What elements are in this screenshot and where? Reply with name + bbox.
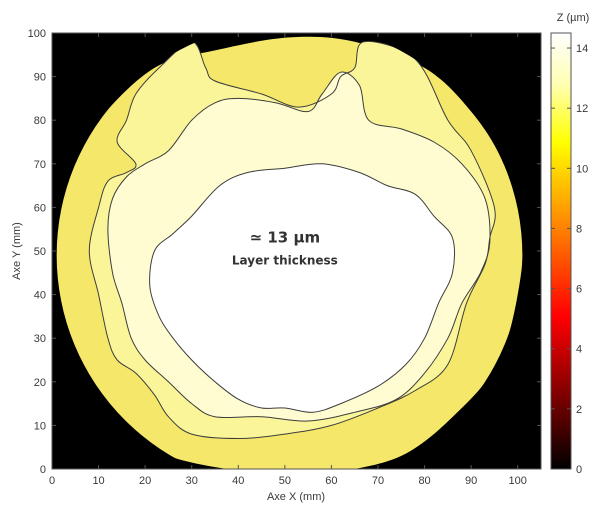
y-tick-label: 0 (40, 464, 46, 476)
colorbar-tick-label: 10 (576, 163, 588, 175)
x-axis-label: Axe X (mm) (267, 491, 325, 503)
colorbar-tick-label: 14 (576, 43, 588, 55)
colorbar-tick-label: 2 (576, 404, 582, 416)
y-tick-label: 40 (34, 290, 46, 302)
colorbar (550, 32, 572, 470)
y-tick-label: 90 (34, 72, 46, 84)
x-tick-label: 0 (49, 475, 55, 487)
y-tick-label: 100 (28, 28, 46, 40)
y-tick-label: 50 (34, 246, 46, 258)
y-tick-label: 60 (34, 202, 46, 214)
contour-lines (88, 41, 496, 440)
contour-line-3 (149, 163, 456, 413)
contour-region-3 (149, 163, 455, 413)
x-tick-label: 80 (418, 475, 430, 487)
colorbar-label: Z (µm) (557, 12, 590, 24)
y-tick-label: 10 (34, 420, 46, 432)
y-tick-label: 70 (34, 159, 46, 171)
y-axis-ticks: 0 10 20 30 40 50 60 70 80 90 100 (28, 28, 541, 476)
x-tick-label: 10 (92, 475, 104, 487)
x-tick-label: 50 (279, 475, 291, 487)
y-tick-label: 20 (34, 377, 46, 389)
colorbar-tick-label: 6 (576, 284, 582, 296)
y-tick-label: 80 (34, 115, 46, 127)
annotation-value: ≃ 13 µm (250, 228, 321, 246)
x-tick-label: 30 (186, 475, 198, 487)
contour-line-1 (88, 41, 496, 440)
contour-line-2 (107, 71, 491, 422)
x-tick-label: 60 (325, 475, 337, 487)
x-tick-label: 90 (465, 475, 477, 487)
colorbar-ticks: 0 2 4 6 8 10 12 14 (551, 43, 588, 476)
x-axis-ticks: 0 10 20 30 40 50 60 70 80 90 100 (49, 33, 527, 487)
colorbar-tick-label: 8 (576, 223, 582, 235)
x-tick-label: 20 (139, 475, 151, 487)
colorbar-tick-label: 0 (576, 464, 582, 476)
colorbar-tick-label: 4 (576, 344, 582, 356)
y-axis-label: Axe Y (mm) (11, 222, 23, 280)
annotation-label: Layer thickness (232, 253, 338, 267)
colorbar-tick-label: 12 (576, 103, 588, 115)
x-tick-label: 40 (232, 475, 244, 487)
x-tick-label: 70 (372, 475, 384, 487)
x-tick-label: 100 (509, 475, 527, 487)
y-tick-label: 30 (34, 333, 46, 345)
